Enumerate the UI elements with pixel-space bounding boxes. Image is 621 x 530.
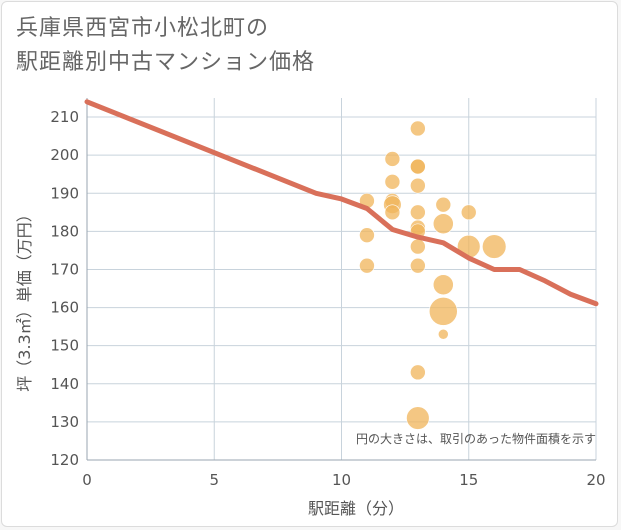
y-tick-label: 180 xyxy=(50,222,79,240)
data-point xyxy=(410,257,426,274)
data-point xyxy=(410,158,426,175)
data-point xyxy=(410,204,426,221)
data-point xyxy=(359,257,375,274)
bubble-size-note: 円の大きさは、取引のあった物件面積を示す xyxy=(356,431,596,446)
trend-line xyxy=(84,99,599,307)
y-tick-label: 170 xyxy=(50,260,79,278)
y-tick-label: 190 xyxy=(50,184,79,202)
y-tick-label: 120 xyxy=(50,451,79,469)
x-tick-label: 10 xyxy=(332,471,351,489)
bubbles xyxy=(359,120,507,430)
y-tick-label: 150 xyxy=(50,337,79,355)
data-point xyxy=(435,196,452,213)
y-tick-label: 210 xyxy=(50,108,79,126)
chart-title-line-2: 駅距離別中古マンション価格 xyxy=(16,50,316,75)
tick-labels: 120 130 140 150 160 170 180 190 200 210 0 5 10 15 20 xyxy=(50,108,605,489)
data-point xyxy=(384,174,401,190)
y-tick-label: 200 xyxy=(50,146,79,164)
data-point xyxy=(432,213,454,235)
data-point xyxy=(406,406,430,430)
data-point xyxy=(460,204,477,221)
data-point xyxy=(359,227,375,243)
y-tick-label: 140 xyxy=(50,375,79,393)
data-point xyxy=(432,274,454,296)
x-tick-label: 15 xyxy=(459,471,478,489)
data-point xyxy=(410,364,426,381)
data-point xyxy=(428,297,458,326)
y-tick-label: 160 xyxy=(50,299,79,317)
chart-title: 兵庫県西宮市小松北町の 駅距離別中古マンション価格 xyxy=(16,12,315,80)
y-tick-label: 130 xyxy=(50,413,79,431)
chart-title-line-1: 兵庫県西宮市小松北町の xyxy=(16,16,270,41)
data-point xyxy=(410,177,426,194)
data-point xyxy=(410,120,426,137)
grid-lines xyxy=(86,98,597,461)
x-tick-label: 5 xyxy=(209,471,219,489)
x-tick-label: 0 xyxy=(82,471,92,489)
data-point xyxy=(437,328,449,340)
x-axis-label: 駅距離（分） xyxy=(308,499,404,518)
data-point xyxy=(410,238,426,255)
trend-line-group xyxy=(84,99,599,307)
data-point xyxy=(384,204,401,221)
axes xyxy=(86,98,596,461)
x-tick-label: 20 xyxy=(586,471,605,489)
data-point xyxy=(482,234,507,259)
y-axis-label: 坪（3.3㎡）単価（万円） xyxy=(15,206,34,391)
data-point xyxy=(384,151,401,167)
